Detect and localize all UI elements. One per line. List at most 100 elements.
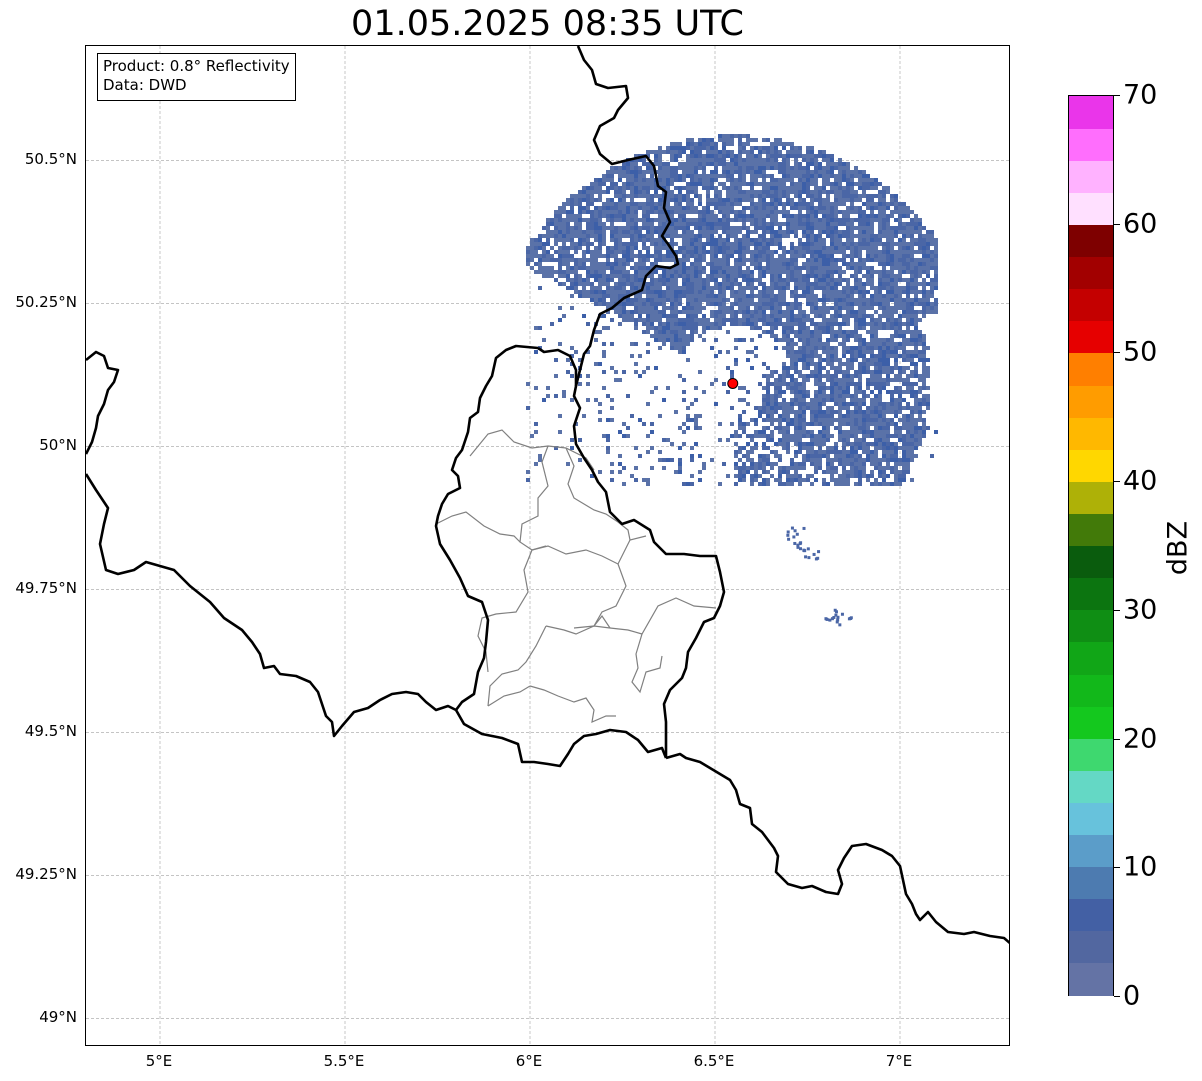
echo-pixel: [770, 398, 774, 402]
echo-pixel: [670, 166, 674, 170]
echo-pixel: [814, 470, 818, 474]
echo-pixel: [654, 206, 658, 210]
echo-pixel: [906, 246, 910, 250]
echo-pixel: [826, 182, 830, 186]
echo-pixel: [802, 166, 806, 170]
echo-pixel: [846, 166, 850, 170]
echo-pixel: [854, 206, 858, 210]
echo-pixel: [754, 230, 758, 234]
echo-pixel: [898, 258, 902, 262]
echo-pixel: [858, 338, 862, 342]
echo-pixel: [730, 142, 734, 146]
echo-pixel: [854, 278, 858, 282]
echo-pixel: [866, 238, 870, 242]
echo-pixel: [814, 218, 818, 222]
echo-pixel: [710, 174, 714, 178]
echo-pixel: [554, 210, 558, 214]
map-frame[interactable]: [85, 45, 1010, 1046]
echo-pixel: [910, 422, 914, 426]
echo-pixel: [886, 342, 890, 346]
echo-pixel: [662, 270, 666, 274]
echo-pixel: [706, 230, 710, 234]
echo-pixel: [718, 222, 722, 226]
echo-pixel: [854, 174, 858, 178]
echo-pixel: [826, 358, 830, 362]
echo-pixel: [614, 254, 618, 258]
echo-pixel: [858, 302, 862, 306]
echo-pixel: [898, 398, 902, 402]
radar-site-marker[interactable]: [727, 377, 739, 389]
echo-pixel: [586, 398, 590, 402]
echo-pixel: [822, 382, 826, 386]
echo-pixel: [806, 214, 810, 218]
echo-pixel: [594, 286, 598, 290]
echo-pixel: [854, 210, 858, 214]
echo-pixel: [626, 206, 630, 210]
echo-pixel: [674, 174, 678, 178]
echo-pixel: [558, 342, 562, 346]
echo-pixel: [762, 430, 766, 434]
echo-pixel: [906, 450, 910, 454]
echo-pixel: [758, 406, 762, 410]
echo-pixel: [646, 350, 650, 354]
map-canvas[interactable]: [86, 46, 1010, 1046]
echo-pixel: [718, 174, 722, 178]
echo-pixel: [886, 446, 890, 450]
echo-pixel: [878, 298, 882, 302]
echo-pixel: [734, 450, 738, 454]
echo-pixel: [870, 294, 874, 298]
echo-pixel: [934, 310, 938, 314]
echo-pixel: [822, 358, 826, 362]
echo-pixel: [674, 202, 678, 206]
admin-boundary: [529, 685, 616, 723]
echo-pixel: [786, 414, 790, 418]
echo-pixel: [842, 430, 846, 434]
echo-pixel: [718, 350, 722, 354]
echo-pixel: [638, 226, 642, 230]
echo-pixel: [898, 218, 902, 222]
echo-pixel: [654, 310, 658, 314]
echo-pixel: [850, 222, 854, 226]
echo-pixel: [834, 286, 838, 290]
echo-pixel: [758, 234, 762, 238]
echo-pixel: [738, 258, 742, 262]
echo-pixel: [790, 402, 794, 406]
echo-pixel: [662, 398, 666, 402]
echo-pixel: [802, 294, 806, 298]
echo-pixel: [730, 374, 734, 378]
echo-pixel: [882, 386, 886, 390]
echo-pixel: [814, 194, 818, 198]
lat-tick-label: 50.25°N: [15, 293, 77, 312]
echo-pixel: [762, 318, 766, 322]
echo-pixel: [646, 254, 650, 258]
echo-pixel: [782, 406, 786, 410]
echo-pixel: [594, 198, 598, 202]
echo-pixel: [702, 294, 706, 298]
echo-pixel: [786, 406, 790, 410]
echo-pixel: [890, 422, 894, 426]
echo-pixel: [810, 170, 814, 174]
echo-pixel: [894, 266, 898, 270]
echo-pixel: [826, 338, 830, 342]
echo-pixel: [822, 154, 826, 158]
echo-pixel: [630, 226, 634, 230]
echo-pixel: [570, 354, 574, 358]
echo-pixel: [878, 306, 882, 310]
echo-pixel: [626, 182, 630, 186]
admin-boundary: [573, 563, 627, 629]
echo-pixel: [646, 478, 650, 482]
echo-pixel: [662, 214, 666, 218]
echo-pixel: [854, 454, 858, 458]
echo-pixel: [710, 238, 714, 242]
echo-pixel: [878, 382, 882, 386]
echo-pixel: [834, 306, 838, 310]
echo-pixel: [890, 326, 894, 330]
echo-pixel: [818, 286, 822, 290]
echo-pixel: [670, 326, 674, 330]
echo-pixel: [858, 458, 862, 462]
echo-pixel: [910, 450, 914, 454]
echo-pixel: [658, 286, 662, 290]
echo-pixel: [758, 262, 762, 266]
echo-pixel: [794, 438, 798, 442]
echo-pixel: [642, 174, 646, 178]
